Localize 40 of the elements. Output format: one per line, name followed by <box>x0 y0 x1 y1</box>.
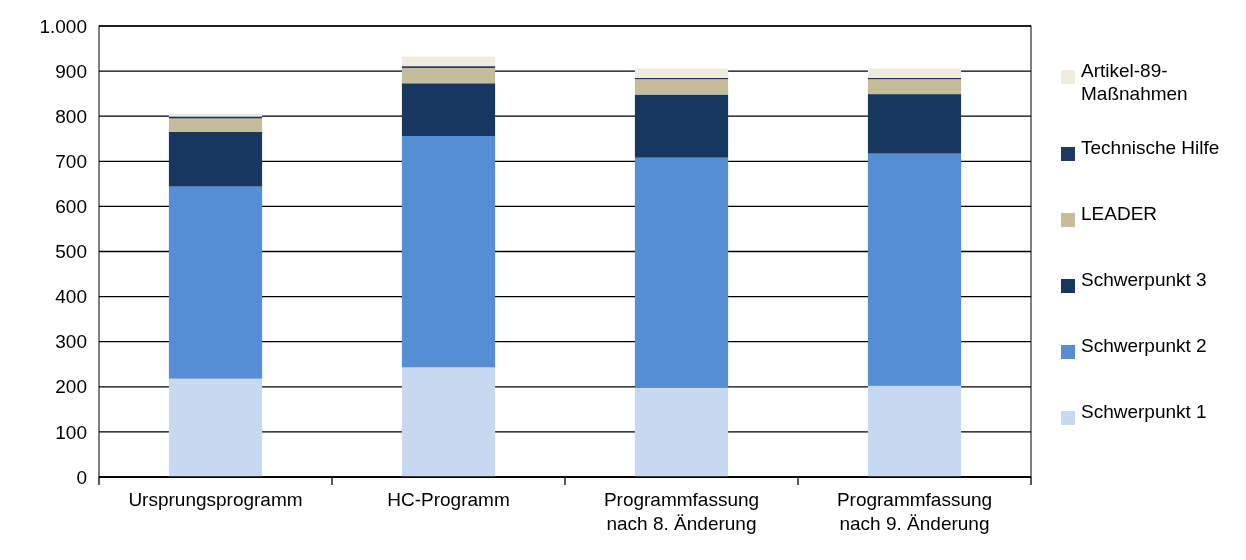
legend-label: Artikel-89-Maßnahmen <box>1081 60 1188 104</box>
bar <box>867 68 962 78</box>
y-tick-label: 500 <box>55 241 87 263</box>
y-tick-label: 400 <box>55 286 87 308</box>
y-tick-label: 0 <box>76 466 87 488</box>
legend-label: Schwerpunkt 3 <box>1081 269 1207 290</box>
bar <box>401 56 496 67</box>
bar <box>867 94 962 154</box>
legend-label: LEADER <box>1081 203 1158 224</box>
bar <box>401 136 496 368</box>
x-tick-label: Programmfassung nach 8. Änderung <box>603 489 760 534</box>
bar <box>168 378 263 477</box>
bar <box>634 387 729 477</box>
y-tick-label: 800 <box>55 105 87 127</box>
bar <box>168 186 263 379</box>
y-tick-label: 1.000 <box>39 15 87 37</box>
y-tick-label: 700 <box>55 150 87 172</box>
bar <box>168 118 263 132</box>
x-tick-label: Programmfassung nach 9. Änderung <box>836 489 993 534</box>
bar <box>401 83 496 137</box>
y-tick-label: 900 <box>55 60 87 82</box>
bar <box>867 79 962 95</box>
legend-label: Schwerpunkt 1 <box>1081 401 1207 422</box>
x-tick-label: Ursprungsprogramm <box>128 489 303 510</box>
legend-label: Schwerpunkt 2 <box>1081 335 1207 356</box>
legend-label: Technische Hilfe <box>1081 137 1220 158</box>
bar <box>867 385 962 477</box>
bar <box>867 153 962 386</box>
y-tick-label: 300 <box>55 331 87 353</box>
bar <box>634 94 729 158</box>
y-tick-label: 600 <box>55 196 87 218</box>
y-tick-label: 200 <box>55 376 87 398</box>
bar <box>401 367 496 477</box>
bar <box>634 157 729 388</box>
bar <box>168 131 263 187</box>
bar <box>634 68 729 78</box>
bar <box>634 79 729 95</box>
bar <box>401 67 496 84</box>
y-tick-label: 100 <box>55 421 87 443</box>
x-tick-label: HC-Programm <box>387 489 510 510</box>
